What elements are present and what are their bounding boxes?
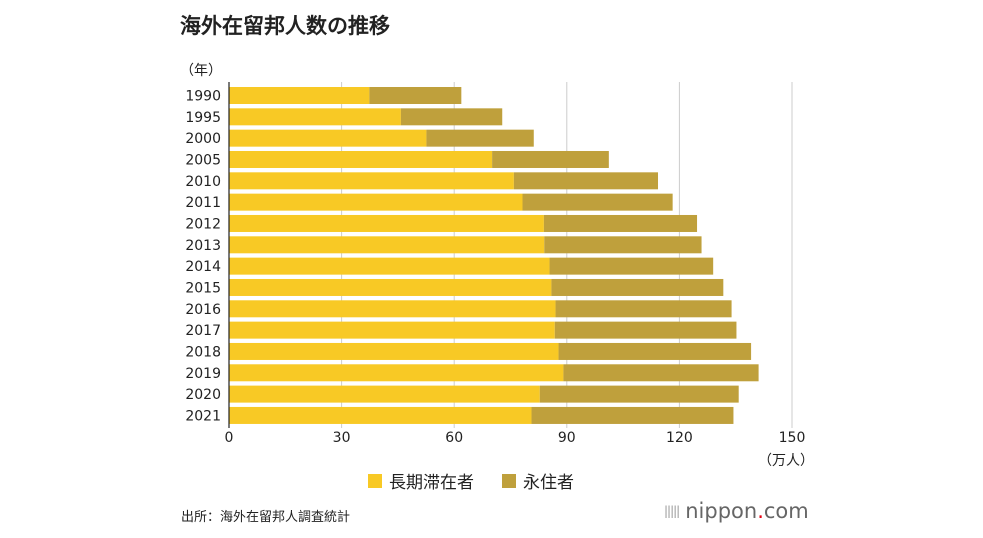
y-tick-label: 2018 — [185, 344, 221, 360]
bar-long-term-1995 — [229, 108, 401, 126]
legend-label: 永住者 — [523, 473, 574, 493]
bar-long-term-2019 — [229, 364, 564, 382]
bar-permanent-2018 — [558, 342, 752, 360]
source-note: 出所：海外在留邦人調査統計 — [181, 510, 351, 525]
y-tick-label: 2000 — [185, 131, 221, 147]
legend-label: 長期滞在者 — [389, 473, 474, 493]
bar-permanent-2010 — [513, 172, 659, 190]
bar-permanent-2016 — [555, 300, 732, 318]
bar-long-term-2013 — [229, 236, 545, 254]
bar-long-term-2017 — [229, 321, 555, 339]
y-tick-label: 2013 — [185, 238, 221, 254]
y-tick-label: 2021 — [185, 408, 221, 424]
bar-long-term-2011 — [229, 193, 523, 211]
bar-long-term-2010 — [229, 172, 514, 190]
legend-item-long-term: 長期滞在者 — [368, 468, 474, 493]
y-tick-label: 2017 — [185, 323, 221, 339]
logo-text: nippon — [685, 499, 758, 523]
bar-long-term-1990 — [229, 87, 370, 104]
y-tick-label: 2020 — [185, 387, 221, 403]
y-axis-unit: （年） — [180, 63, 222, 79]
bar-long-term-2016 — [229, 300, 556, 318]
bar-permanent-2015 — [551, 278, 724, 296]
bar-long-term-2015 — [229, 278, 552, 296]
bar-permanent-2014 — [549, 257, 714, 275]
bar-permanent-2021 — [531, 406, 734, 424]
x-tick-label: 90 — [558, 430, 576, 446]
bar-permanent-2005 — [492, 150, 609, 168]
y-tick-label: 2014 — [185, 259, 221, 275]
y-tick-label: 2016 — [185, 302, 221, 318]
bar-long-term-2012 — [229, 214, 544, 232]
bar-long-term-2000 — [229, 129, 427, 147]
bar-permanent-2012 — [543, 214, 698, 232]
y-tick-label: 2005 — [185, 152, 221, 168]
y-tick-label: 2012 — [185, 216, 221, 232]
bar-long-term-2014 — [229, 257, 550, 275]
y-tick-label: 1990 — [185, 89, 221, 105]
y-tick-label: 2011 — [185, 195, 221, 211]
legend-swatch-long-term — [368, 473, 382, 488]
x-tick-label: 60 — [445, 430, 463, 446]
legend: 長期滞在者 永住者 — [368, 468, 602, 493]
x-tick-label: 150 — [779, 430, 806, 446]
x-tick-label: 30 — [333, 430, 351, 446]
y-tick-label: 1995 — [185, 110, 221, 126]
legend-swatch-permanent — [502, 473, 516, 488]
bar-long-term-2020 — [229, 385, 540, 403]
bar-permanent-1995 — [400, 108, 503, 126]
logo-dot: . — [757, 499, 764, 523]
nippon-logo: ||||| nippon. com — [664, 499, 809, 523]
y-tick-label: 2010 — [185, 174, 221, 190]
bar-permanent-2000 — [426, 129, 534, 147]
bar-permanent-2020 — [539, 385, 739, 403]
bar-permanent-2013 — [544, 236, 702, 254]
bar-permanent-2019 — [563, 364, 759, 382]
bar-long-term-2005 — [229, 150, 493, 168]
bar-long-term-2021 — [229, 406, 532, 424]
x-tick-label: 0 — [225, 430, 234, 446]
logo-mark-icon: ||||| — [664, 504, 680, 518]
chart-title: 海外在留邦人数の推移 — [180, 14, 390, 38]
bar-permanent-1990 — [369, 87, 462, 104]
bar-permanent-2017 — [554, 321, 737, 339]
legend-item-permanent: 永住者 — [502, 468, 574, 493]
y-tick-label: 2019 — [185, 366, 221, 382]
x-axis-unit: （万人） — [758, 453, 814, 469]
x-tick-label: 120 — [666, 430, 693, 446]
y-tick-label: 2015 — [185, 280, 221, 296]
bar-permanent-2011 — [522, 193, 673, 211]
logo-tld: com — [763, 499, 809, 523]
bar-long-term-2018 — [229, 342, 559, 360]
